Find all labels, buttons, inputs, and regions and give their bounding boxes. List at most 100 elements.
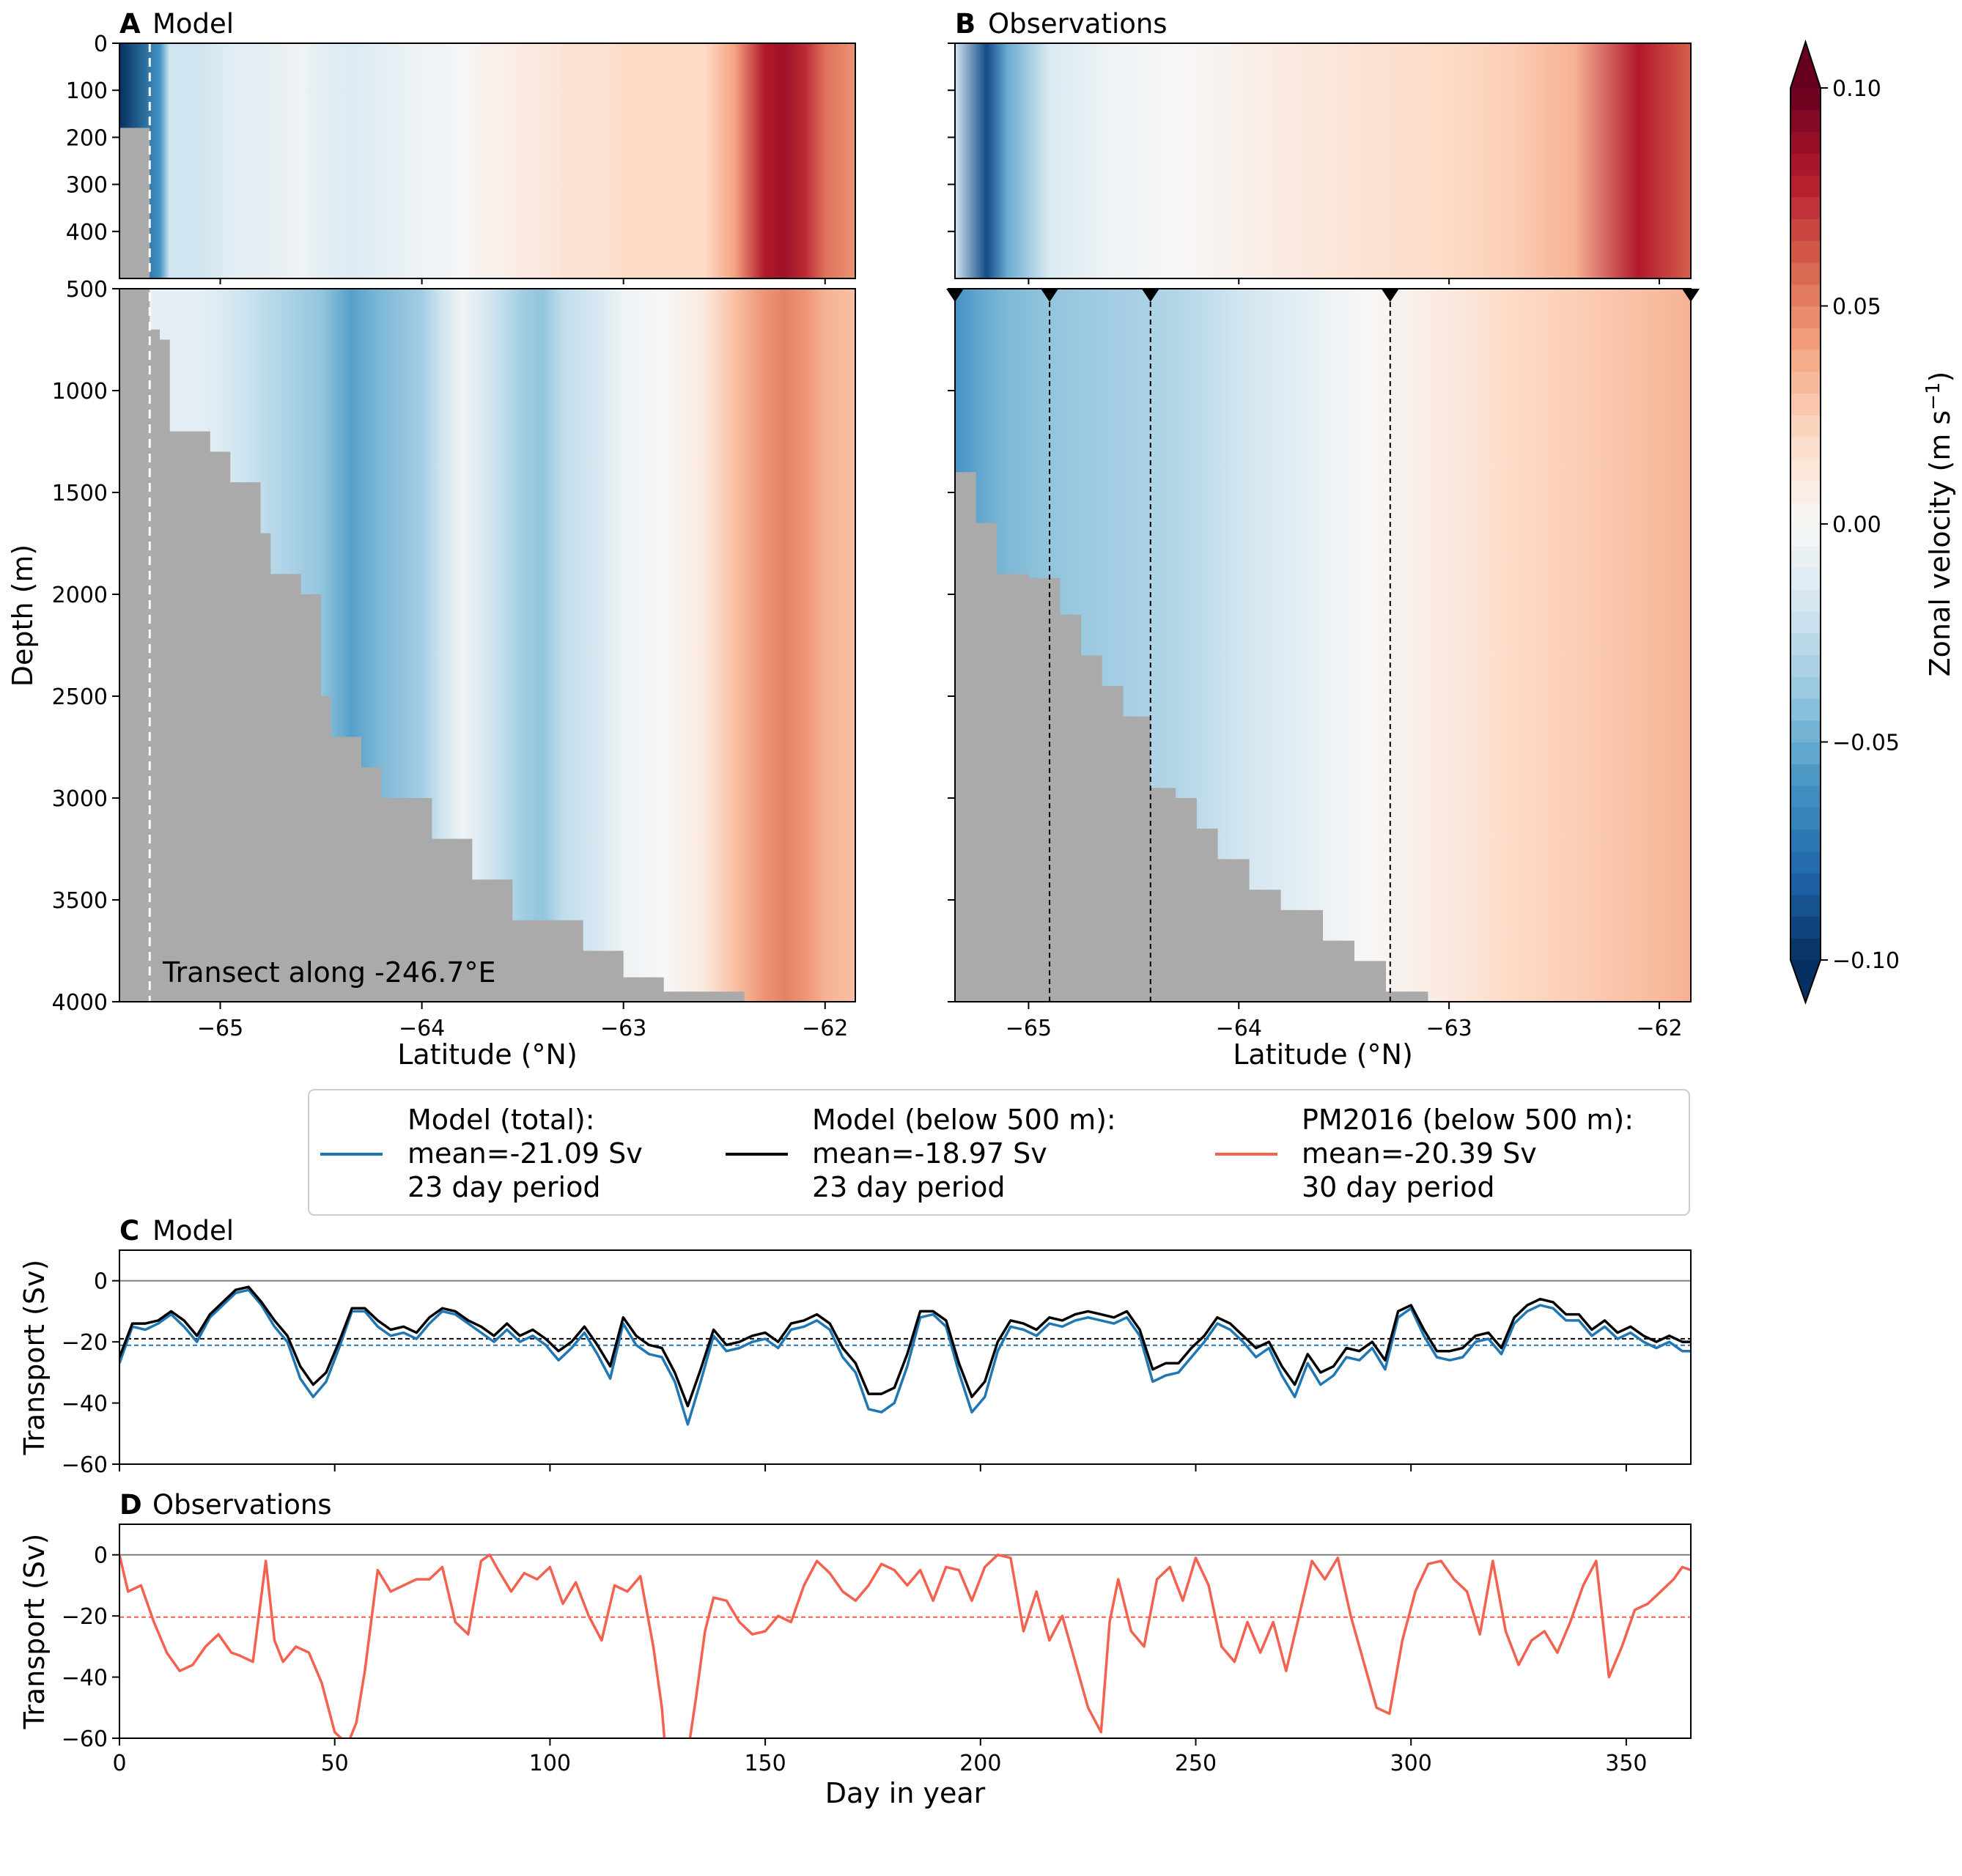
colorbar-level bbox=[1790, 262, 1821, 285]
y-tick-label: −60 bbox=[62, 1727, 108, 1752]
panel-d-frame bbox=[119, 1524, 1692, 1739]
colorbar-level bbox=[1790, 502, 1821, 525]
series-line-0 bbox=[119, 1553, 1691, 1738]
y-tick-label: 100 bbox=[66, 78, 108, 104]
colorbar-level bbox=[1790, 328, 1821, 350]
panel-a-letter: A bbox=[119, 8, 141, 40]
colorbar-level bbox=[1790, 786, 1821, 808]
y-tick-label: 2500 bbox=[52, 684, 108, 710]
y-tick-label: 4000 bbox=[52, 990, 108, 1016]
colorbar-level bbox=[1790, 742, 1821, 764]
legend-text-model-deep-3: 23 day period bbox=[812, 1171, 1005, 1203]
colorbar-ticks: −0.10 −0.05 0.00 0.05 0.10 bbox=[1821, 76, 1900, 974]
x-tick-label: 250 bbox=[1175, 1751, 1217, 1776]
colorbar-label-superscript: −1 bbox=[1922, 382, 1944, 410]
colorbar-level bbox=[1790, 415, 1821, 437]
colorbar-level bbox=[1790, 175, 1821, 198]
colorbar-level bbox=[1790, 611, 1821, 634]
y-tick-label: −40 bbox=[62, 1666, 108, 1691]
colorbar-tick-label: −0.10 bbox=[1832, 948, 1900, 974]
panel-b-upper-field bbox=[955, 43, 1691, 278]
colorbar-level bbox=[1790, 88, 1821, 111]
y-tick-label: 200 bbox=[66, 125, 108, 151]
panel-d: D Observations −60 −40 −20 0 0 50 100 150 200 250… bbox=[18, 1489, 1692, 1809]
panel-d-ticks: −60 −40 −20 0 0 50 100 150 200 250 300 350 bbox=[62, 1543, 1648, 1776]
legend-text-model-deep-1: Model (below 500 m): bbox=[812, 1104, 1116, 1136]
x-tick-label: −64 bbox=[1216, 1016, 1262, 1041]
colorbar-tick-label: 0.10 bbox=[1832, 76, 1881, 102]
panel-b-xlabel: Latitude (°N) bbox=[1233, 1038, 1413, 1071]
colorbar-level bbox=[1790, 916, 1821, 939]
colorbar-levels bbox=[1790, 39, 1821, 1005]
y-tick-label: −60 bbox=[62, 1452, 108, 1478]
y-tick-label: 0 bbox=[94, 1269, 108, 1295]
y-tick-label: −20 bbox=[62, 1330, 108, 1356]
panel-b-bathymetry-lower bbox=[955, 472, 1428, 1002]
panel-a-bathymetry bbox=[119, 43, 745, 1002]
y-tick-label: 0 bbox=[94, 32, 108, 57]
x-tick-label: −64 bbox=[399, 1016, 445, 1041]
colorbar-level bbox=[1790, 284, 1821, 307]
panel-d-ylabel: Transport (Sv) bbox=[18, 1534, 51, 1730]
x-tick-label: −63 bbox=[600, 1016, 646, 1041]
colorbar-level bbox=[1790, 676, 1821, 699]
panel-b-bathymetry bbox=[955, 472, 1428, 1002]
colorbar-level bbox=[1790, 480, 1821, 503]
x-tick-label: 100 bbox=[529, 1751, 571, 1776]
legend-text-model-total-2: mean=-21.09 Sv bbox=[407, 1137, 643, 1170]
x-tick-label: 0 bbox=[112, 1751, 126, 1776]
panel-b: B Observations −65 −64 −63 −62 Latitude (°N… bbox=[946, 8, 1700, 1071]
legend-text-pm2016-2: mean=-20.39 Sv bbox=[1302, 1137, 1537, 1170]
panel-d-xlabel: Day in year bbox=[825, 1777, 986, 1809]
legend-text-pm2016-3: 30 day period bbox=[1302, 1171, 1494, 1203]
legend-text-model-total-3: 23 day period bbox=[407, 1171, 600, 1203]
x-tick-label: −65 bbox=[1006, 1016, 1052, 1041]
colorbar-label: Zonal velocity (m s−1) bbox=[1922, 372, 1956, 677]
colorbar-level bbox=[1790, 524, 1821, 547]
panel-c-frame bbox=[119, 1249, 1692, 1465]
colorbar-level bbox=[1790, 196, 1821, 220]
a-bathy-lower bbox=[119, 289, 745, 1002]
legend-box bbox=[308, 1089, 1690, 1216]
colorbar-level bbox=[1790, 764, 1821, 786]
y-tick-label: 1500 bbox=[52, 481, 108, 506]
colorbar-level bbox=[1790, 371, 1821, 394]
panel-a-xlabel: Latitude (°N) bbox=[397, 1038, 578, 1071]
panel-c-letter: C bbox=[119, 1215, 139, 1247]
colorbar-level bbox=[1790, 829, 1821, 852]
y-tick-label: 3500 bbox=[52, 888, 108, 914]
panel-a-upper-field bbox=[119, 43, 855, 278]
panel-a: A Model −65 −64 −63 −62 0 100 200 300 400 500 1000… bbox=[7, 8, 856, 1071]
colorbar-level bbox=[1790, 807, 1821, 830]
panel-b-title: Observations bbox=[988, 8, 1168, 40]
y-tick-label: 0 bbox=[94, 1543, 108, 1569]
panel-a-upper-frame bbox=[119, 43, 856, 279]
x-tick-label: 300 bbox=[1390, 1751, 1432, 1776]
legend-entry-model-deep: Model (below 500 m): mean=-18.97 Sv 23 d… bbox=[726, 1104, 1116, 1203]
panel-a-annotation: Transect along -246.7°E bbox=[162, 956, 496, 989]
panel-c-plot bbox=[119, 1279, 1691, 1426]
colorbar-level bbox=[1790, 458, 1821, 481]
panel-a-ylabel: Depth (m) bbox=[7, 544, 39, 687]
y-tick-label: 300 bbox=[66, 173, 108, 199]
legend: Model (total): mean=-21.09 Sv 23 day per… bbox=[308, 1089, 1690, 1216]
colorbar-level bbox=[1790, 153, 1821, 176]
panel-d-title: Observations bbox=[152, 1489, 332, 1521]
panel-b-lower-frame bbox=[954, 288, 1692, 1002]
colorbar-level bbox=[1790, 218, 1821, 241]
panel-c-ticks: −60 −40 −20 0 bbox=[62, 1269, 1627, 1478]
colorbar-level bbox=[1790, 720, 1821, 743]
y-tick-label: −40 bbox=[62, 1392, 108, 1417]
colorbar-level bbox=[1790, 109, 1821, 133]
y-tick-label: 2000 bbox=[52, 583, 108, 608]
legend-text-pm2016-1: PM2016 (below 500 m): bbox=[1302, 1104, 1634, 1136]
mooring-marker bbox=[1041, 289, 1059, 302]
x-tick-label: −62 bbox=[1636, 1016, 1682, 1041]
colorbar-label-close: ) bbox=[1924, 372, 1956, 383]
x-tick-label: −62 bbox=[802, 1016, 848, 1041]
y-tick-label: 3000 bbox=[52, 786, 108, 812]
colorbar-level bbox=[1790, 894, 1821, 917]
panel-b-letter: B bbox=[955, 8, 976, 40]
colorbar-tick-label: 0.00 bbox=[1832, 512, 1881, 538]
